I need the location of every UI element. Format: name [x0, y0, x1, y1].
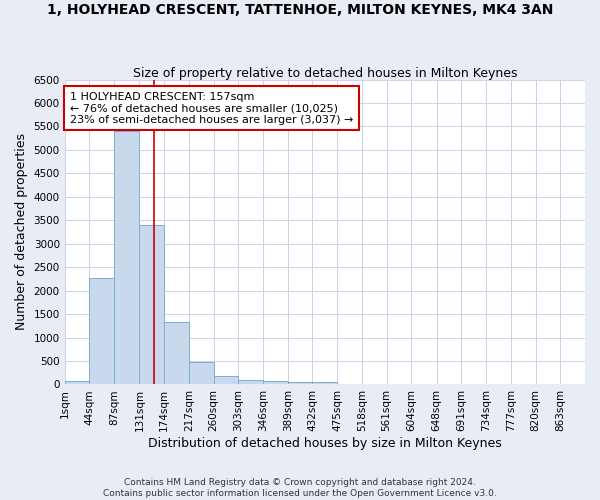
Title: Size of property relative to detached houses in Milton Keynes: Size of property relative to detached ho… — [133, 66, 517, 80]
Bar — [114, 131, 139, 384]
Bar — [139, 226, 164, 384]
Text: 1, HOLYHEAD CRESCENT, TATTENHOE, MILTON KEYNES, MK4 3AN: 1, HOLYHEAD CRESCENT, TATTENHOE, MILTON … — [47, 2, 553, 16]
Bar — [313, 382, 337, 384]
Bar — [263, 381, 288, 384]
Bar — [214, 376, 238, 384]
Bar — [89, 278, 114, 384]
Bar — [238, 380, 263, 384]
Bar — [164, 322, 189, 384]
Y-axis label: Number of detached properties: Number of detached properties — [15, 134, 28, 330]
X-axis label: Distribution of detached houses by size in Milton Keynes: Distribution of detached houses by size … — [148, 437, 502, 450]
Text: 1 HOLYHEAD CRESCENT: 157sqm
← 76% of detached houses are smaller (10,025)
23% of: 1 HOLYHEAD CRESCENT: 157sqm ← 76% of det… — [70, 92, 353, 125]
Text: Contains HM Land Registry data © Crown copyright and database right 2024.
Contai: Contains HM Land Registry data © Crown c… — [103, 478, 497, 498]
Bar — [189, 362, 214, 384]
Bar — [288, 382, 313, 384]
Bar — [65, 381, 89, 384]
